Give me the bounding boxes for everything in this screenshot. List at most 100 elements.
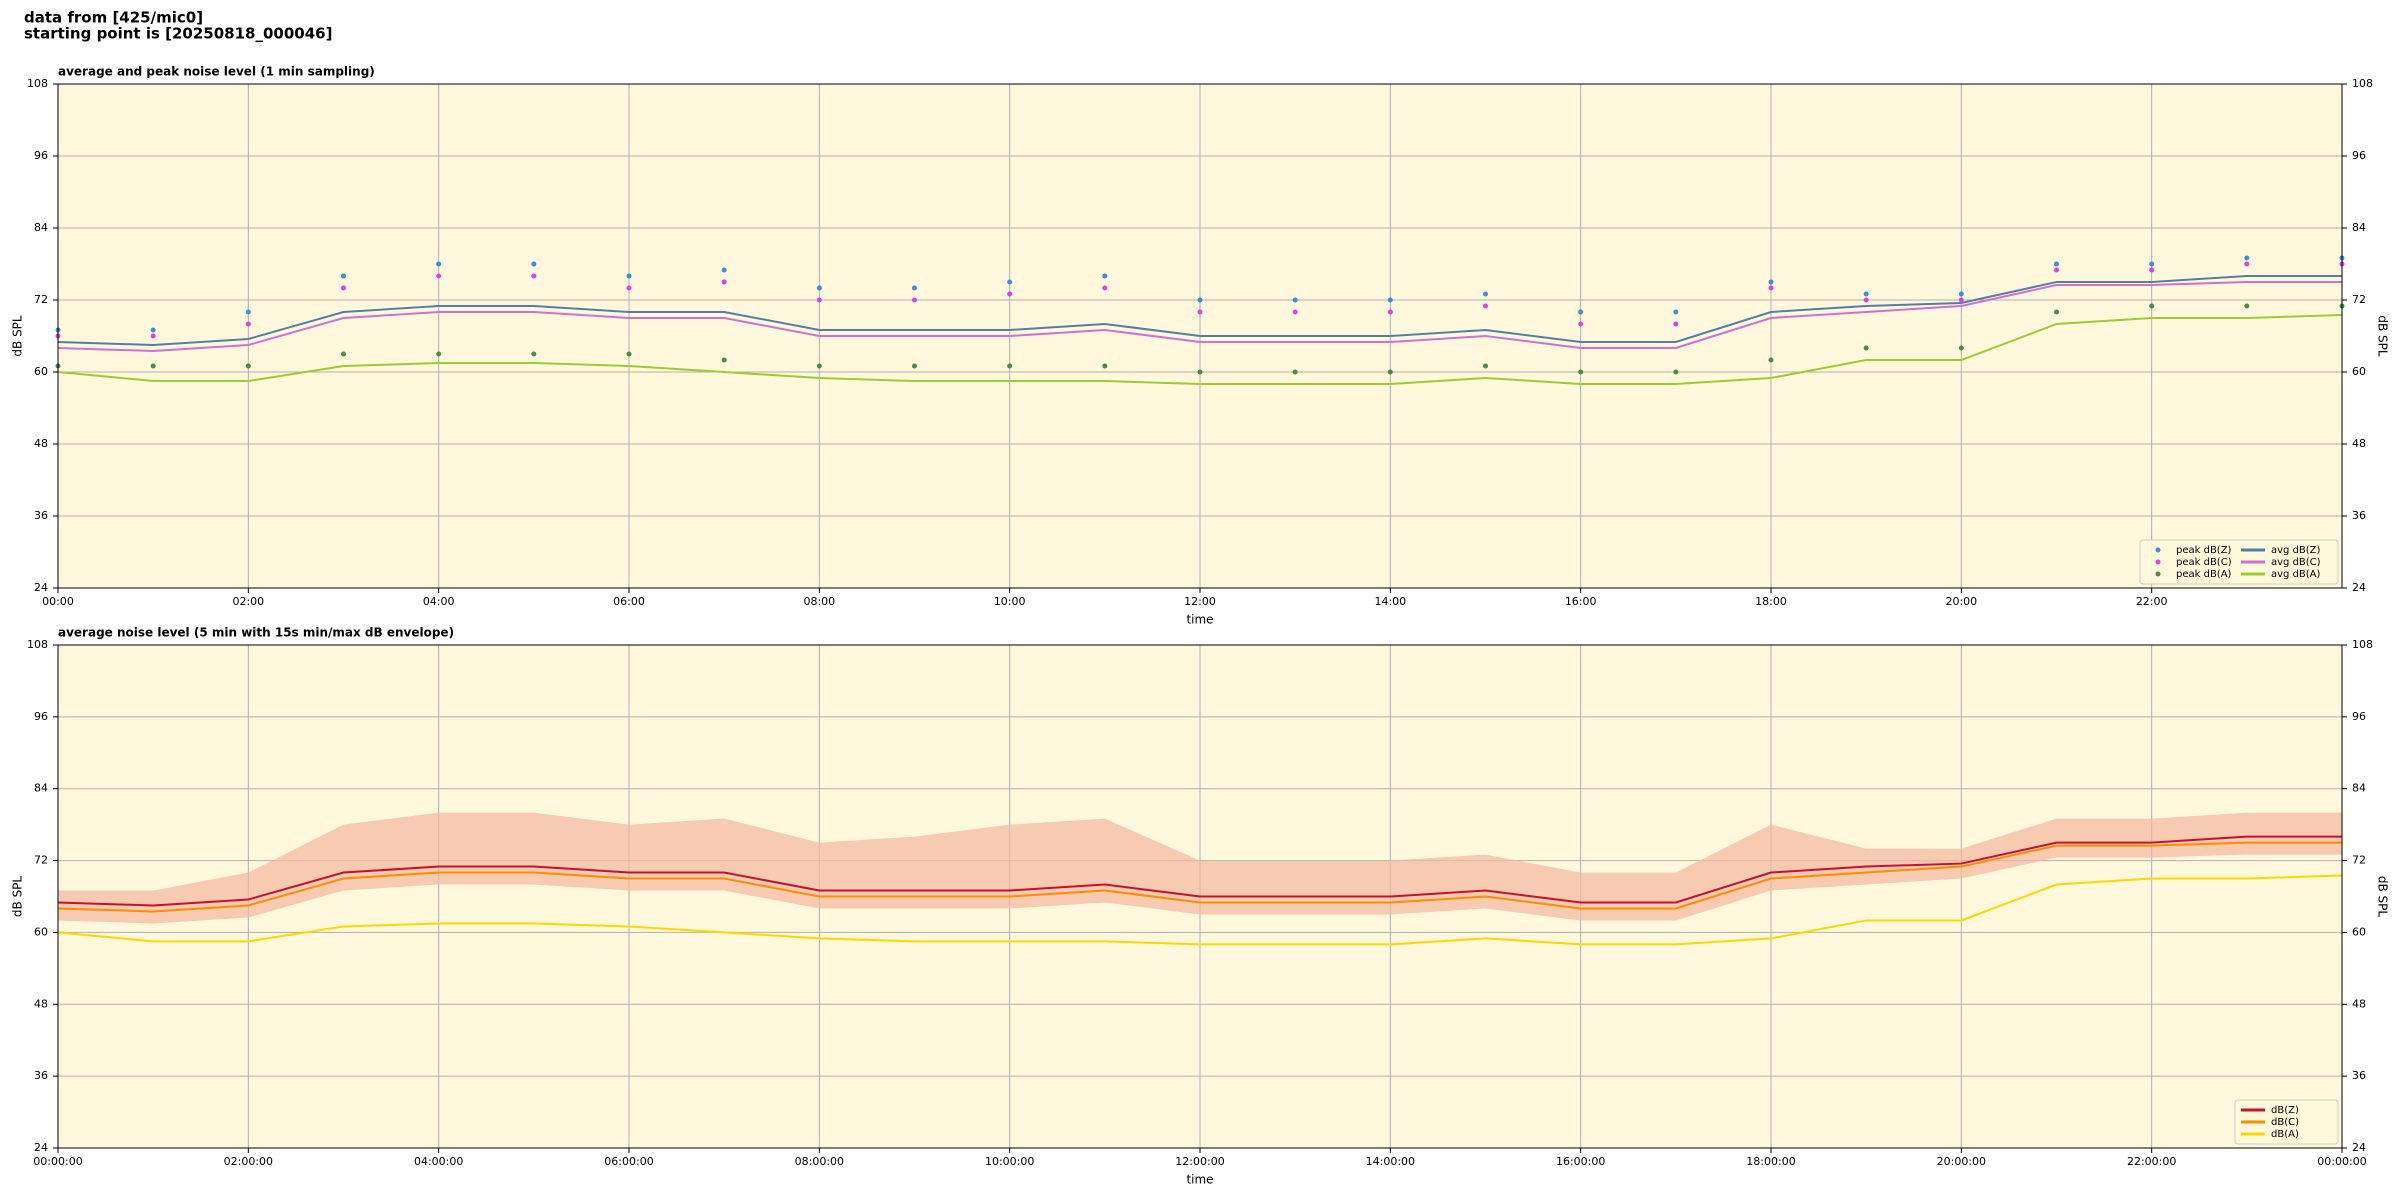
peak-point	[2244, 261, 2250, 267]
peak-point	[1007, 279, 1013, 285]
legend-marker	[2155, 559, 2161, 565]
x-tick-label: 20:00:00	[1937, 1155, 1986, 1168]
chart-title: average and peak noise level (1 min samp…	[58, 65, 375, 79]
plot-frame	[57, 644, 2343, 1149]
peak-point	[2054, 261, 2059, 267]
peak-point	[436, 273, 442, 279]
peak-point	[1102, 285, 1108, 291]
peak-point	[1197, 309, 1203, 315]
peak-point	[341, 285, 346, 291]
peak-point	[150, 327, 156, 333]
peak-point	[1007, 363, 1013, 369]
x-tick-label: 00:00:00	[2317, 1155, 2366, 1168]
series-line	[57, 874, 2343, 946]
y-tick-label: 48	[2352, 997, 2366, 1010]
y-tick-label: 60	[2352, 365, 2366, 378]
peak-point	[2244, 255, 2250, 261]
legend-label: dB(Z)	[2271, 1105, 2299, 1116]
peak-point	[436, 351, 442, 357]
peak-point	[1673, 369, 1679, 375]
peak-point	[1483, 291, 1488, 297]
peak-point	[2054, 267, 2059, 273]
peak-point	[245, 363, 251, 369]
peak-point	[2244, 303, 2250, 309]
x-tick-label: 14:00	[1374, 595, 1406, 608]
peak-point	[1387, 309, 1393, 315]
x-tick-label: 00:00	[42, 595, 74, 608]
y-tick-label: 36	[34, 509, 48, 522]
y-tick-label: 108	[27, 77, 48, 90]
series-line	[57, 841, 2342, 913]
y-axis-label: dB SPL	[2376, 315, 2390, 357]
peak-point	[1578, 369, 1584, 375]
y-tick-label: 96	[34, 710, 48, 723]
peak-point	[1292, 297, 1298, 303]
series-line	[57, 281, 2342, 353]
x-tick-label: 06:00	[613, 595, 645, 608]
x-tick-label: 18:00	[1755, 595, 1787, 608]
plot-frame	[57, 83, 2343, 589]
peak-point	[1958, 345, 1964, 351]
peak-point	[341, 351, 346, 357]
peak-point	[816, 297, 822, 303]
peak-point	[912, 363, 917, 369]
peak-point	[436, 261, 442, 267]
y-tick-label: 60	[34, 365, 48, 378]
peak-point	[2149, 267, 2155, 273]
envelope	[58, 812, 2342, 924]
y-tick-label: 84	[34, 221, 48, 234]
peak-point	[721, 267, 727, 273]
y-tick-label: 108	[27, 638, 48, 651]
x-tick-label: 16:00:00	[1556, 1155, 1605, 1168]
x-tick-label: 12:00:00	[1175, 1155, 1224, 1168]
peak-point	[1863, 345, 1869, 351]
x-tick-label: 08:00	[803, 595, 835, 608]
y-tick-label: 24	[2352, 1141, 2366, 1154]
peak-point	[1292, 309, 1298, 315]
x-tick-label: 22:00	[2136, 595, 2168, 608]
x-tick-label: 10:00	[994, 595, 1026, 608]
peak-point	[816, 285, 822, 291]
peak-point	[1673, 321, 1679, 327]
x-tick-label: 08:00:00	[795, 1155, 844, 1168]
legend-label: peak dB(A)	[2176, 569, 2232, 580]
peak-point	[1197, 369, 1203, 375]
chart-title: average noise level (5 min with 15s min/…	[58, 626, 454, 640]
peak-point	[1673, 309, 1679, 315]
peak-point	[721, 357, 727, 363]
y-tick-label: 48	[34, 997, 48, 1010]
peak-point	[912, 297, 917, 303]
legend-box	[2139, 539, 2339, 585]
peak-point	[1578, 309, 1584, 315]
y-tick-label: 108	[2352, 638, 2373, 651]
peak-point	[626, 273, 632, 279]
peak-point	[1768, 285, 1774, 291]
y-axis-label: dB SPL	[2376, 876, 2390, 918]
peak-point	[1387, 297, 1393, 303]
peak-point	[1387, 369, 1393, 375]
x-tick-label: 00:00:00	[33, 1155, 82, 1168]
x-tick-label: 02:00:00	[224, 1155, 273, 1168]
peak-point	[1483, 363, 1488, 369]
peak-point	[150, 363, 156, 369]
x-tick-label: 12:00	[1184, 595, 1216, 608]
peak-point	[245, 321, 251, 327]
x-tick-label: 04:00	[423, 595, 455, 608]
y-tick-label: 48	[34, 437, 48, 450]
x-tick-label: 04:00:00	[414, 1155, 463, 1168]
y-tick-label: 96	[34, 149, 48, 162]
series-line	[57, 275, 2342, 347]
peak-point	[1958, 297, 1964, 303]
peak-point	[1197, 297, 1203, 303]
x-tick-label: 16:00	[1565, 595, 1597, 608]
y-tick-label: 72	[34, 293, 48, 306]
x-axis-label: time	[1186, 613, 1213, 627]
y-tick-label: 24	[2352, 581, 2366, 594]
x-tick-label: 06:00:00	[604, 1155, 653, 1168]
peak-point	[1768, 279, 1774, 285]
y-tick-label: 24	[34, 1141, 48, 1154]
y-tick-label: 96	[2352, 149, 2366, 162]
y-axis-label: dB SPL	[11, 876, 25, 918]
peak-point	[626, 285, 632, 291]
